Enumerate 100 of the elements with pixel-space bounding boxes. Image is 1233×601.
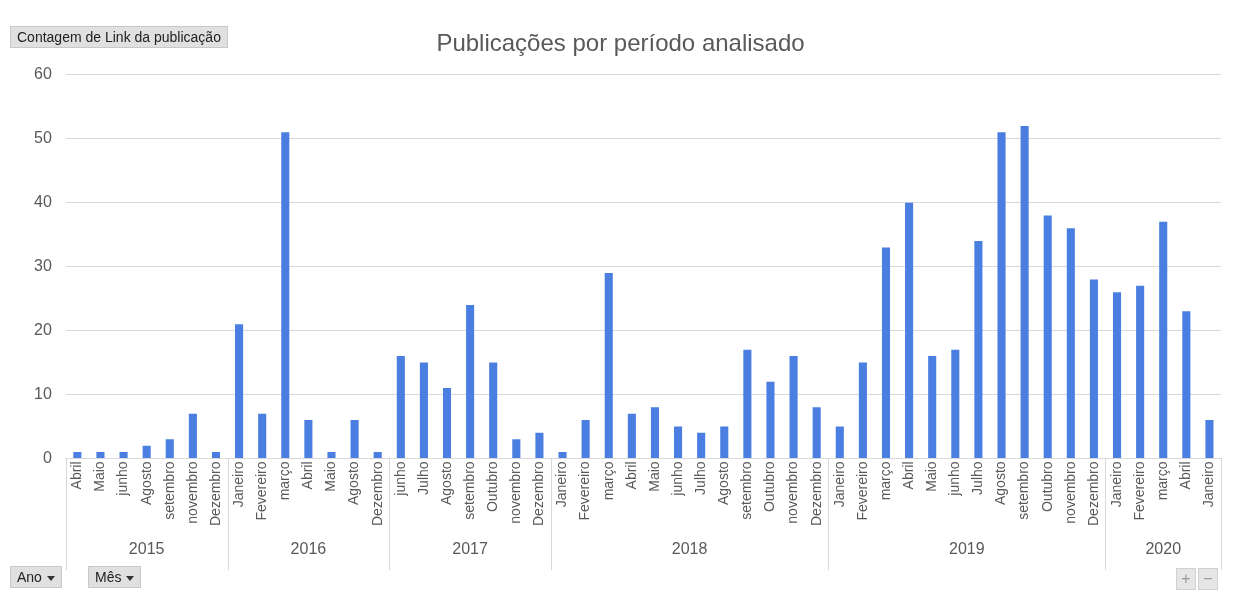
y-tick-label: 40 bbox=[34, 193, 52, 211]
x-tick-label: setembro bbox=[460, 461, 477, 520]
x-tick-label: Julho bbox=[414, 461, 431, 495]
x-tick-label: setembro bbox=[1015, 461, 1032, 520]
y-tick-label: 50 bbox=[34, 129, 52, 147]
bar bbox=[604, 273, 613, 458]
x-tick-label: Janeiro bbox=[830, 461, 847, 508]
x-tick-label: Abril bbox=[68, 461, 85, 490]
text: 2016 bbox=[290, 540, 327, 558]
x-tick-label: Dezembro bbox=[807, 461, 824, 527]
x-tick-label: Maio bbox=[645, 461, 662, 492]
text: Ano bbox=[10, 566, 62, 588]
x-tick-label: Maio bbox=[322, 461, 339, 492]
text: − bbox=[1198, 568, 1218, 590]
bar bbox=[674, 426, 683, 458]
bar bbox=[743, 349, 752, 458]
x-tick-label: Abril bbox=[622, 461, 639, 490]
bar bbox=[951, 349, 960, 458]
x-tick-label: Dezembro bbox=[1084, 461, 1101, 527]
x-tick-label: Maio bbox=[923, 461, 940, 492]
bar bbox=[1066, 228, 1075, 458]
bar bbox=[419, 362, 428, 458]
bar bbox=[1043, 215, 1052, 458]
bar bbox=[350, 420, 359, 458]
bar bbox=[928, 356, 937, 458]
x-tick-label: Maio bbox=[91, 461, 108, 492]
text: 2019 bbox=[949, 540, 985, 558]
x-tick-label: Abril bbox=[1177, 461, 1194, 490]
y-tick-label: 60 bbox=[34, 65, 52, 83]
x-tick-label: Agosto bbox=[992, 461, 1009, 506]
x-tick-label: novembro bbox=[1061, 461, 1078, 524]
x-tick-label: Agosto bbox=[137, 461, 154, 506]
x-tick-label: Abril bbox=[899, 461, 916, 490]
x-tick-label: novembro bbox=[507, 461, 524, 524]
x-tick-label: Janeiro bbox=[1200, 461, 1217, 508]
bar bbox=[812, 407, 821, 458]
bar bbox=[466, 304, 475, 458]
bar bbox=[281, 132, 290, 458]
bar bbox=[165, 439, 174, 458]
x-tick-label: março bbox=[1154, 461, 1171, 501]
bar bbox=[789, 356, 798, 458]
bar bbox=[188, 413, 197, 458]
x-tick-label: Outubro bbox=[761, 461, 778, 513]
bar bbox=[1020, 125, 1029, 458]
x-tick-label: junho bbox=[946, 461, 963, 497]
bar bbox=[1205, 420, 1214, 458]
text: 2018 bbox=[671, 540, 708, 558]
text: + bbox=[1176, 568, 1196, 590]
text: Contagem de Link da publicação bbox=[10, 26, 228, 48]
x-tick-label: Julho bbox=[969, 461, 986, 495]
text: 2020 bbox=[1145, 540, 1182, 558]
x-tick-label: novembro bbox=[784, 461, 801, 524]
bar bbox=[835, 426, 844, 458]
x-tick-label: Agosto bbox=[715, 461, 732, 506]
x-tick-label: Fevereiro bbox=[1131, 461, 1147, 521]
bar bbox=[211, 452, 221, 458]
bar bbox=[858, 362, 867, 458]
bar bbox=[720, 426, 729, 458]
x-tick-label: março bbox=[276, 461, 293, 501]
bar bbox=[1182, 311, 1191, 458]
x-tick-label: Dezembro bbox=[206, 461, 223, 527]
bar bbox=[1136, 285, 1145, 458]
x-tick-label: março bbox=[876, 461, 893, 501]
bar bbox=[650, 407, 659, 458]
x-tick-label: Dezembro bbox=[530, 461, 547, 527]
text: 2015 bbox=[128, 540, 165, 558]
x-tick-label: Abril bbox=[299, 461, 316, 490]
bar bbox=[581, 420, 590, 458]
bar bbox=[1112, 292, 1122, 458]
bar bbox=[96, 452, 105, 458]
x-tick-label: novembro bbox=[183, 461, 200, 524]
x-tick-label: Fevereiro bbox=[853, 461, 870, 521]
bar bbox=[304, 420, 313, 458]
y-tick-label: 0 bbox=[42, 448, 52, 466]
bar bbox=[442, 388, 452, 458]
x-tick-label: Agosto bbox=[437, 461, 454, 506]
x-tick-label: março bbox=[599, 461, 616, 501]
bar bbox=[627, 413, 636, 458]
y-tick-label: 30 bbox=[34, 257, 52, 275]
bar bbox=[766, 381, 775, 458]
bar bbox=[512, 439, 521, 458]
bar bbox=[119, 452, 128, 458]
bar bbox=[1089, 279, 1098, 458]
text: Mês bbox=[88, 566, 142, 588]
bar bbox=[327, 452, 336, 458]
bar bbox=[997, 132, 1006, 458]
x-tick-label: Dezembro bbox=[368, 461, 385, 527]
bar bbox=[235, 324, 244, 458]
bar bbox=[558, 452, 567, 458]
x-tick-label: setembro bbox=[160, 461, 177, 520]
chart-title: Publicações por período analisado bbox=[436, 29, 805, 57]
x-tick-label: Fevereiro bbox=[253, 461, 270, 521]
x-tick-label: Janeiro bbox=[1107, 461, 1124, 508]
bar bbox=[258, 413, 267, 458]
bar bbox=[881, 247, 891, 458]
x-tick-label: Outubro bbox=[484, 461, 501, 513]
text: 2017 bbox=[452, 540, 489, 558]
bar bbox=[73, 452, 82, 458]
bar bbox=[396, 356, 405, 458]
bar bbox=[905, 202, 914, 458]
